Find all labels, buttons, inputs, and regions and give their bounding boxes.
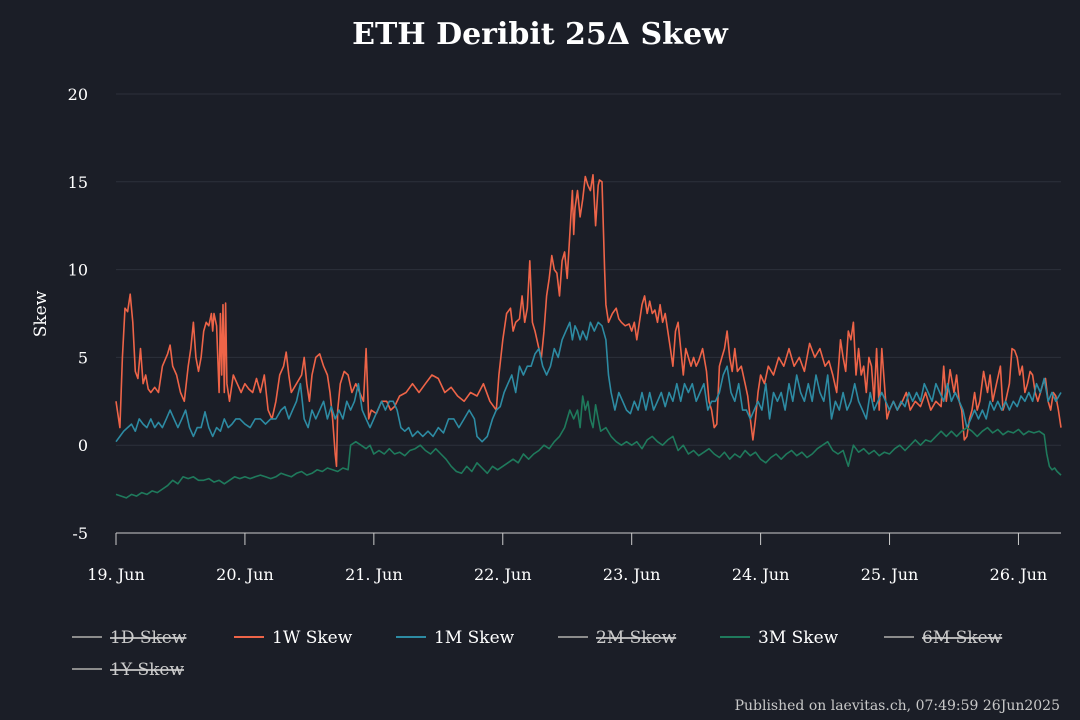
credits-text: Published on laevitas.ch, 07:49:59 26Jun… (735, 698, 1060, 714)
y-axis-ticks: -5 0 5 10 15 20 (68, 85, 88, 543)
legend-item-1m-skew[interactable]: 1M Skew (396, 628, 515, 648)
y-tick-label: -5 (72, 524, 88, 543)
legend-label: 1M Skew (434, 628, 515, 648)
y-tick-label: 5 (78, 348, 88, 367)
x-tick-label: 23. Jun (603, 565, 661, 584)
x-tick-label: 24. Jun (732, 565, 790, 584)
series-line-3m-skew[interactable] (115, 395, 1062, 499)
x-tick-label: 20. Jun (216, 565, 274, 584)
legend-item-2m-skew[interactable]: 2M Skew (558, 628, 677, 648)
x-tick-label: 22. Jun (474, 565, 532, 584)
legend-item-6m-skew[interactable]: 6M Skew (884, 628, 1003, 648)
chart-title: ETH Deribit 25Δ Skew (352, 17, 729, 52)
x-tick-label: 21. Jun (345, 565, 403, 584)
y-tick-label: 0 (78, 436, 88, 455)
x-tick-label: 25. Jun (861, 565, 919, 584)
legend-label: 1D Skew (110, 628, 187, 648)
legend-label: 1W Skew (272, 628, 353, 648)
legend-item-3m-skew[interactable]: 3M Skew (720, 628, 839, 648)
legend-label: 6M Skew (922, 628, 1003, 648)
legend: 1D Skew 1W Skew 1M Skew 2M Skew 3M Skew 6M Sk… (72, 628, 1003, 680)
y-tick-label: 15 (68, 173, 88, 192)
y-tick-label: 10 (68, 261, 88, 280)
grid (116, 93, 1061, 534)
legend-label: 3M Skew (758, 628, 839, 648)
y-axis-title: Skew (31, 290, 51, 337)
x-axis: 19. Jun 20. Jun 21. Jun 22. Jun 23. Jun 24. J… (87, 532, 1061, 584)
legend-label: 1Y Skew (110, 660, 184, 680)
series-line-1w-skew[interactable] (115, 174, 1062, 468)
x-tick-label: 26. Jun (990, 565, 1048, 584)
legend-item-1y-skew[interactable]: 1Y Skew (72, 660, 184, 680)
legend-label: 2M Skew (596, 628, 677, 648)
series-line-1m-skew[interactable] (115, 321, 1062, 443)
plot-area (115, 174, 1062, 499)
y-tick-label: 20 (68, 85, 88, 104)
legend-item-1d-skew[interactable]: 1D Skew (72, 628, 187, 648)
legend-item-1w-skew[interactable]: 1W Skew (234, 628, 353, 648)
x-tick-label: 19. Jun (87, 565, 145, 584)
